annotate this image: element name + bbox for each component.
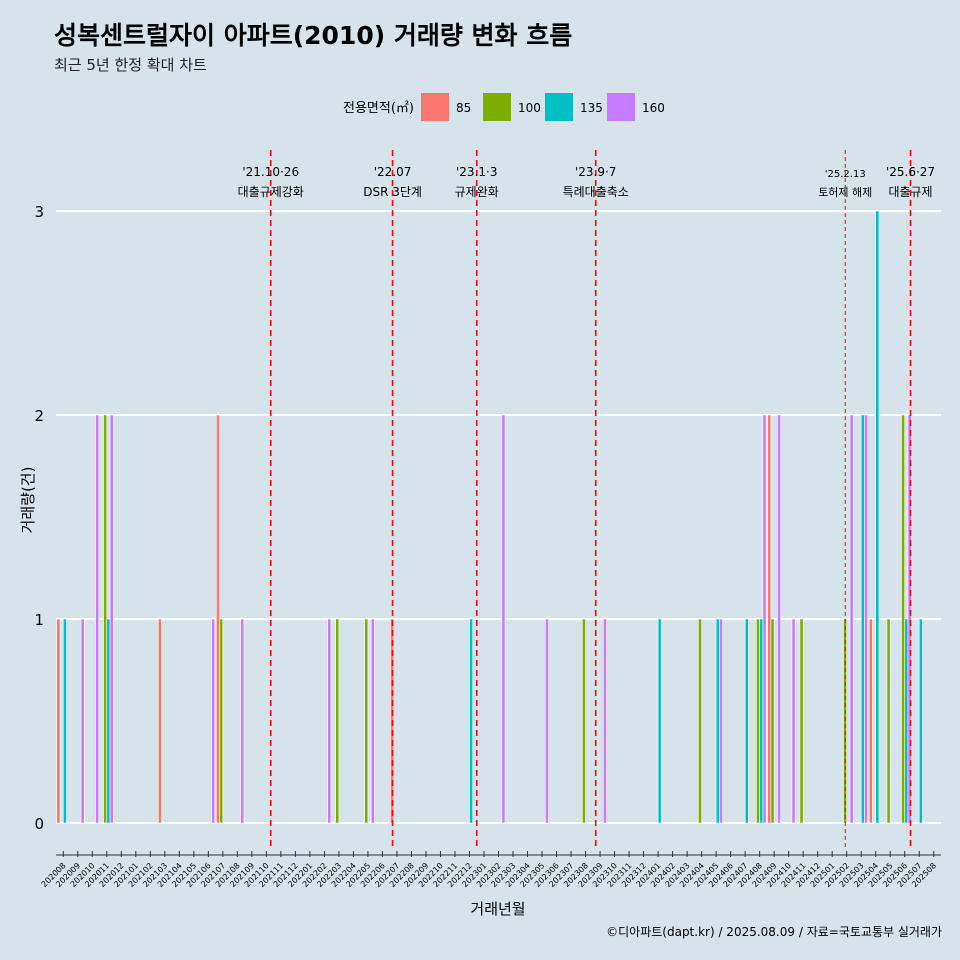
bar-100-202409 xyxy=(770,618,775,824)
legend-swatch-160 xyxy=(607,93,635,121)
bar-100-202308 xyxy=(581,618,586,824)
legend-label-160: 160 xyxy=(642,101,665,115)
bar-100-202107 xyxy=(219,618,224,824)
gridlines xyxy=(56,210,941,824)
y-tick-label: 1 xyxy=(34,611,44,629)
bar-160-202205 xyxy=(370,618,375,824)
event-date-label: '23.9·7 xyxy=(575,165,616,179)
bar-160-202309 xyxy=(603,618,607,824)
bar-135-202212 xyxy=(469,618,474,824)
bar-160-202405 xyxy=(719,618,723,824)
bar-135-202408 xyxy=(759,618,764,824)
bar-135-202405 xyxy=(715,618,720,824)
event-desc-label: 토허제 해제 xyxy=(818,185,872,199)
bar-160-202408 xyxy=(762,414,767,824)
legend-swatch-135 xyxy=(545,93,573,121)
bar-135-202503 xyxy=(860,414,865,824)
event-desc-label: 대출규제 xyxy=(888,185,932,199)
bar-135-202401 xyxy=(657,618,662,824)
bar-160-202202 xyxy=(327,618,332,824)
chart-caption: ©디아파트(dapt.kr) / 2025.08.09 / 자료=국토교통부 실… xyxy=(606,925,942,939)
bar-160-202506 xyxy=(907,414,912,824)
event-desc-label: DSR 3단계 xyxy=(363,185,422,199)
bar-85-202008 xyxy=(56,618,61,824)
bar-160-202009 xyxy=(80,618,85,824)
event-desc-label: 대출규제강화 xyxy=(238,185,304,199)
bar-160-202108 xyxy=(240,618,245,824)
bar-100-202205 xyxy=(364,618,369,824)
legend: 85 100 135 160 xyxy=(421,93,665,121)
bar-160-202305 xyxy=(544,618,549,824)
bar-135-202407 xyxy=(744,618,749,824)
event-desc-label: 특례대출축소 xyxy=(563,185,629,199)
bar-160-202106 xyxy=(211,618,216,824)
bar-160-202410 xyxy=(791,618,796,824)
bar-160-202409 xyxy=(777,414,781,824)
event-date-label: '25.2.13 xyxy=(825,169,866,180)
event-date-label: '25.6·27 xyxy=(886,165,935,179)
bar-100-202011 xyxy=(103,414,108,824)
bar-100-202505 xyxy=(886,618,891,824)
bar-85-202103 xyxy=(157,618,162,824)
bar-160-202011 xyxy=(109,414,114,824)
y-tick-label: 2 xyxy=(34,407,44,425)
bar-135-202506 xyxy=(904,618,909,824)
legend-label-135: 135 xyxy=(580,101,603,115)
bar-85-202409 xyxy=(767,414,772,824)
bar-100-202404 xyxy=(698,618,702,824)
y-axis-label: 거래량(건) xyxy=(19,467,37,534)
bar-160-202302 xyxy=(501,414,506,824)
bars xyxy=(56,210,923,824)
legend-label-100: 100 xyxy=(518,101,541,115)
x-axis: 2020082020092020102020112020122021012021… xyxy=(40,851,941,889)
bar-100-202408 xyxy=(756,618,760,824)
chart-subtitle: 최근 5년 한정 확대 차트 xyxy=(54,56,207,74)
bar-135-202011 xyxy=(106,618,111,824)
bar-135-202504 xyxy=(875,210,880,824)
bar-135-202008 xyxy=(62,618,67,824)
legend-swatch-85 xyxy=(421,93,449,121)
x-axis-label: 거래년월 xyxy=(470,900,525,918)
bar-160-202010 xyxy=(95,414,100,824)
event-date-label: '21.10·26 xyxy=(242,165,299,179)
bar-85-202504 xyxy=(868,618,873,824)
bar-100-202411 xyxy=(799,618,804,824)
bar-160-202502 xyxy=(849,414,854,824)
chart-title: 성복센트럴자이 아파트(2010) 거래량 변화 흐름 xyxy=(54,21,572,50)
bar-100-202506 xyxy=(901,414,906,824)
legend-label-85: 85 xyxy=(456,101,471,115)
y-tick-label: 0 xyxy=(34,815,44,833)
bar-85-202107 xyxy=(216,414,220,824)
bar-160-202503 xyxy=(864,414,869,824)
y-tick-label: 3 xyxy=(34,203,44,221)
event-date-label: '22.07 xyxy=(374,165,412,179)
bar-100-202203 xyxy=(335,618,340,824)
legend-title: 전용면적(㎡) xyxy=(343,101,414,116)
event-desc-label: 규제완화 xyxy=(455,185,499,199)
y-axis: 0 1 2 3 xyxy=(34,203,44,833)
bar-135-202507 xyxy=(918,618,923,824)
event-date-label: '23.1·3 xyxy=(456,165,497,179)
legend-swatch-100 xyxy=(483,93,511,121)
event-markers: '21.10·26 대출규제강화 '22.07 DSR 3단계 '23.1·3 규제완화 '… xyxy=(238,150,935,848)
